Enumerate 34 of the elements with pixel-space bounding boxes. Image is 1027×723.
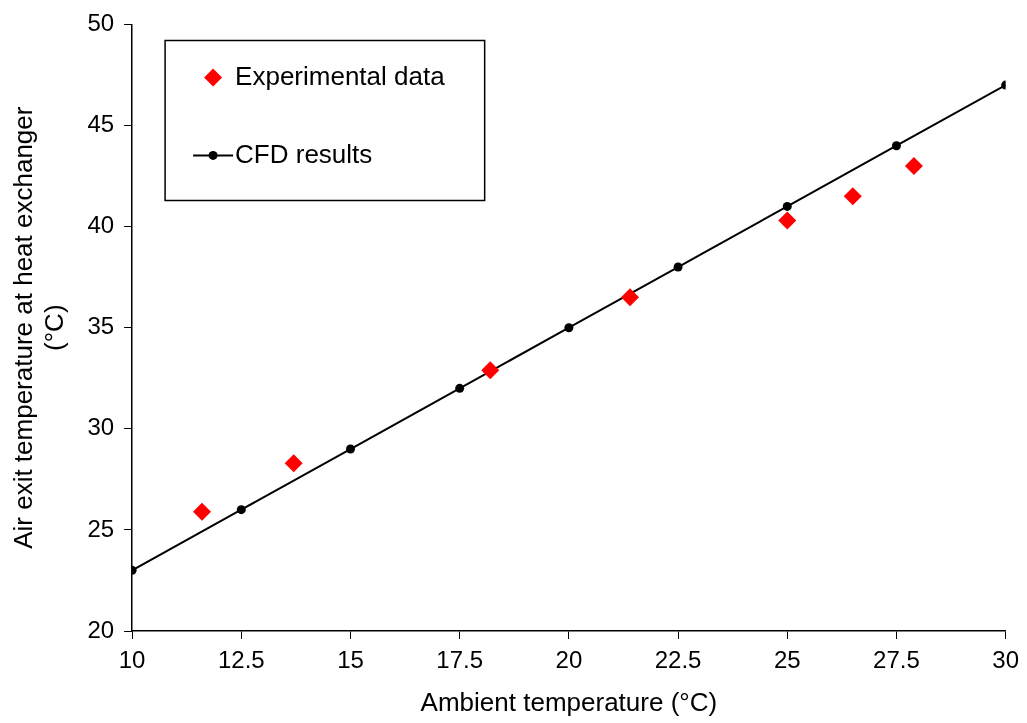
point xyxy=(904,156,923,175)
y-tick-label: 20 xyxy=(87,615,115,643)
y-tick-label: 50 xyxy=(87,9,115,37)
point xyxy=(284,454,303,473)
point xyxy=(455,383,465,393)
x-tick-label: 20 xyxy=(555,646,583,674)
point xyxy=(843,187,862,206)
y-tick-label: 45 xyxy=(87,110,115,138)
x-tick-label: 30 xyxy=(992,646,1019,674)
x-tick-label: 17.5 xyxy=(436,646,484,674)
point xyxy=(192,502,211,521)
y-axis-title: Air exit temperature at heat exchanger (°C) xyxy=(7,106,69,549)
x-tick-label: 15 xyxy=(337,646,364,674)
legend-label: CFD results xyxy=(235,138,373,169)
x-tick-label: 10 xyxy=(118,646,146,674)
point xyxy=(891,141,901,151)
x-tick-label: 25 xyxy=(773,646,801,674)
x-tick-label: 12.5 xyxy=(217,646,265,674)
x-tick-label: 22.5 xyxy=(654,646,702,674)
y-tick-label: 40 xyxy=(87,211,115,239)
point xyxy=(564,323,574,333)
point xyxy=(778,211,797,230)
y-tick-label: 35 xyxy=(87,312,115,340)
point xyxy=(236,505,246,515)
point xyxy=(621,288,640,307)
x-axis-title: Ambient temperature (°C) xyxy=(420,686,718,717)
point xyxy=(345,444,355,454)
y-tick-label: 25 xyxy=(87,514,115,542)
point xyxy=(782,201,792,211)
point xyxy=(673,262,683,272)
x-tick-label: 27.5 xyxy=(873,646,920,674)
point xyxy=(481,361,500,380)
y-tick-label: 30 xyxy=(87,413,115,441)
legend-label: Experimental data xyxy=(235,60,446,91)
